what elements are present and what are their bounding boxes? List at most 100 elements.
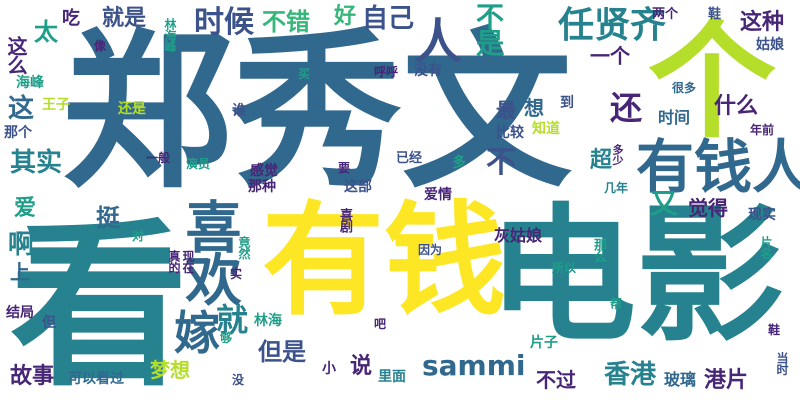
cloud-word: 很多 (672, 81, 697, 95)
cloud-word: 港片 (704, 368, 749, 393)
cloud-word: 什么 (714, 94, 759, 119)
cloud-word: 想 (524, 96, 544, 120)
cloud-word: 郑秀文 (62, 14, 573, 212)
cloud-word: 呼呼 (374, 65, 399, 79)
cloud-word: 吃 (62, 8, 80, 29)
cloud-word: 两个 (652, 7, 679, 22)
cloud-word: 任贤齐 (558, 5, 667, 46)
cloud-word: 爱情 (424, 187, 452, 203)
cloud-word: 知道 (532, 121, 560, 137)
cloud-word: 那么 (591, 238, 606, 263)
cloud-word: 故事 (10, 364, 55, 389)
cloud-word: 不错 (262, 8, 310, 36)
cloud-word: 感觉 (250, 163, 278, 179)
cloud-word: 但是 (258, 338, 306, 366)
cloud-word: 爱 (14, 196, 37, 221)
cloud-word: 香港 (604, 360, 657, 390)
cloud-word: 挺 (96, 204, 120, 232)
cloud-word: 一般 (146, 151, 171, 165)
cloud-word: 这种 (740, 10, 785, 35)
cloud-word: 买 (298, 67, 311, 81)
cloud-word: 几年 (604, 181, 629, 195)
cloud-word: 不是 (472, 2, 505, 55)
cloud-word: 自己 (362, 4, 415, 34)
cloud-word: 喜欢 (176, 198, 241, 304)
cloud-word: 可以看过 (68, 371, 124, 387)
cloud-word: 吧 (374, 317, 387, 331)
cloud-word: 这么 (4, 36, 28, 74)
cloud-word: 啊 (8, 230, 35, 260)
cloud-word: 小 (322, 361, 336, 377)
cloud-word: 不 (486, 145, 516, 180)
cloud-word: 片名 (759, 236, 773, 259)
cloud-word: 已经 (396, 151, 423, 166)
cloud-word: 时候 (194, 5, 254, 40)
cloud-word: 林海峰 (163, 18, 177, 52)
cloud-word: 多少 (611, 144, 624, 165)
cloud-word: 要 (338, 161, 351, 175)
cloud-word: 年前 (750, 123, 775, 137)
cloud-word: 喜剧 (337, 208, 352, 233)
cloud-word: 演员 (186, 157, 211, 171)
cloud-word: 还是 (118, 101, 146, 117)
cloud-word: 结局 (6, 305, 34, 321)
cloud-word: 个 (648, 7, 777, 156)
cloud-word: 嫁 (174, 306, 220, 360)
cloud-word: 当时 (775, 352, 789, 375)
cloud-word: sammi (422, 349, 526, 382)
cloud-word: 王子 (42, 97, 70, 113)
cloud-word: 又 (650, 187, 679, 220)
cloud-word: 觉得 (688, 196, 728, 220)
cloud-word: 那个 (4, 125, 32, 141)
cloud-word: 不过 (536, 368, 576, 392)
cloud-word: 人 (414, 14, 463, 70)
cloud-word: 现在 (181, 250, 195, 273)
cloud-word: 梦想 (150, 358, 190, 382)
cloud-word: 像 (94, 39, 107, 53)
cloud-word: 一个 (590, 44, 630, 68)
cloud-word: 玻璃 (664, 370, 697, 389)
cloud-word: 帮 (610, 297, 623, 311)
cloud-word: 有钱 (262, 190, 506, 332)
cloud-word: 看 (10, 203, 188, 400)
cloud-word: 比较 (496, 125, 524, 141)
cloud-word: 实 (230, 267, 243, 281)
cloud-word: 鞋 (708, 7, 722, 22)
cloud-word: 好 (334, 4, 357, 29)
cloud-word: 还 (610, 89, 643, 127)
cloud-word: 就是 (102, 6, 147, 31)
cloud-word: 够 (220, 331, 233, 345)
cloud-word: 海峰 (16, 75, 44, 91)
cloud-word: 那种 (248, 179, 276, 195)
cloud-word: 没 (232, 373, 245, 387)
cloud-word: 这 (8, 94, 35, 124)
cloud-word: 里面 (378, 369, 406, 385)
cloud-word: 但 (42, 315, 56, 331)
cloud-word: 灰姑娘 (494, 226, 543, 245)
cloud-word: 现实 (748, 207, 776, 223)
cloud-word: 其实 (10, 148, 63, 178)
cloud-word: 有钱人 (636, 133, 800, 201)
cloud-word: 因为 (418, 243, 443, 257)
cloud-word: 鞋 (768, 323, 781, 337)
cloud-word: 到 (560, 95, 574, 111)
cloud-word: 电影 (488, 190, 784, 362)
cloud-word: 说 (350, 354, 373, 379)
cloud-word: 林海 (254, 313, 282, 329)
cloud-word: 太 (34, 18, 58, 46)
cloud-word: 时间 (658, 108, 691, 127)
cloud-word: 就 (216, 301, 249, 339)
cloud-word: 没有 (414, 63, 442, 79)
cloud-word: 超 (590, 148, 613, 173)
cloud-word: 谁 (232, 103, 246, 119)
cloud-word: 真的 (167, 250, 181, 273)
cloud-word: 姑娘 (756, 37, 784, 53)
cloud-word: 上 (10, 260, 30, 284)
cloud-word: 对 (132, 229, 145, 243)
cloud-word: 这部 (344, 179, 372, 195)
cloud-word: 所以 (552, 261, 577, 275)
cloud-word: 最 (496, 98, 516, 122)
cloud-word: 竟然 (237, 236, 251, 259)
cloud-word: 多 (452, 155, 466, 171)
